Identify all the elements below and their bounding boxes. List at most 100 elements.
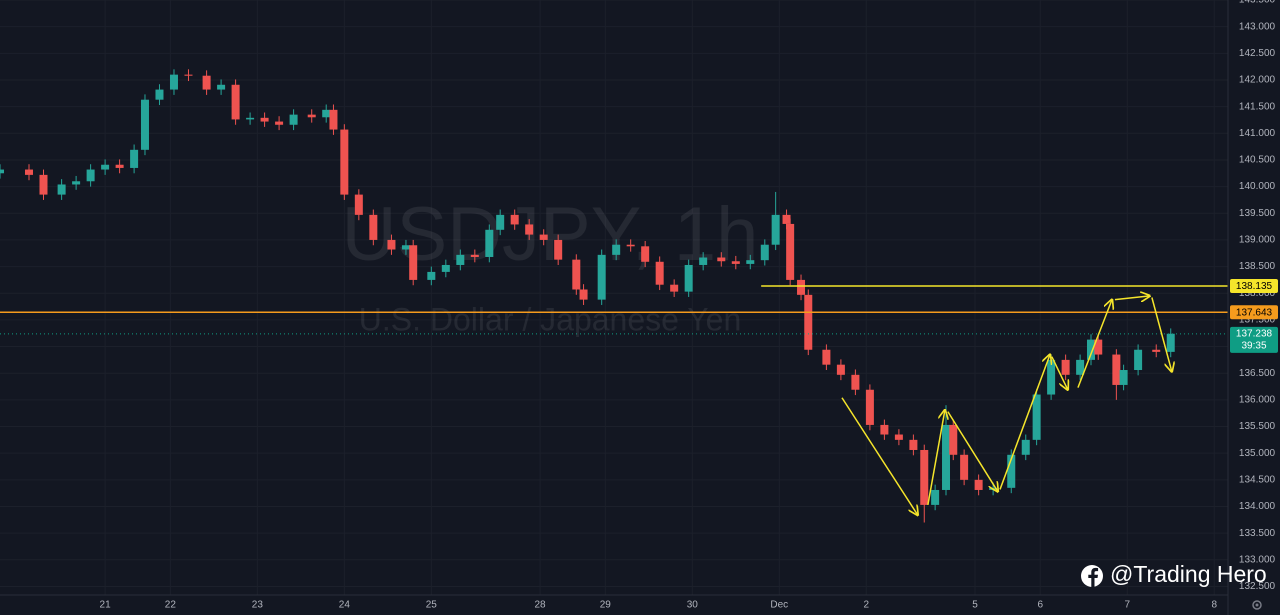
current-price-box <box>1230 326 1278 353</box>
candle-body <box>974 479 983 490</box>
candle-body <box>86 169 95 182</box>
candle-body <box>612 244 621 255</box>
drawing-arrow <box>1151 297 1172 372</box>
y-tick-label: 134.500 <box>1239 474 1276 485</box>
candle-body <box>510 214 519 225</box>
candle-body <box>39 174 48 195</box>
candle-body <box>949 424 958 455</box>
watermark-description: U.S. Dollar / Japanese Yen <box>359 301 741 337</box>
y-tick-label: 139.000 <box>1239 235 1276 246</box>
x-tick-label: 24 <box>339 600 351 611</box>
candle-body <box>0 169 4 174</box>
candle-body <box>1134 349 1143 371</box>
x-tick-label: 2 <box>863 600 869 611</box>
drawing-arrow <box>1114 296 1150 300</box>
candle-body <box>851 374 860 390</box>
candle-body <box>822 349 831 365</box>
candle-body <box>942 424 951 490</box>
drawing-arrow <box>927 410 945 506</box>
candle-body <box>307 114 316 118</box>
candle-body <box>322 109 331 118</box>
candle-body <box>260 117 269 122</box>
drawing-arrow <box>999 355 1050 490</box>
credit: @Trading Hero <box>1081 561 1267 587</box>
y-tick-label: 132.500 <box>1239 581 1276 592</box>
x-tick-label: 7 <box>1124 600 1130 611</box>
candle-body <box>746 260 755 264</box>
candle-body <box>427 271 436 280</box>
candle-body <box>354 194 363 215</box>
candle-body <box>1119 370 1128 385</box>
x-tick-label: 6 <box>1037 600 1043 611</box>
x-tick-label: 30 <box>687 600 699 611</box>
candle-body <box>470 254 479 257</box>
x-tick-label: 25 <box>426 600 438 611</box>
candle-body <box>496 214 505 230</box>
y-tick-label: 134.000 <box>1239 501 1276 512</box>
candle-body <box>894 434 903 440</box>
settings-icon[interactable] <box>1252 600 1262 610</box>
candle-body <box>140 99 149 150</box>
candle-body <box>931 489 940 505</box>
candle-body <box>572 259 581 290</box>
candle-body <box>684 264 693 292</box>
candle-body <box>409 245 418 280</box>
candle-body <box>804 294 813 350</box>
price-label: 137.643 <box>1236 307 1273 318</box>
candle-body <box>539 234 548 240</box>
candle-body <box>130 149 139 168</box>
candle-body <box>329 109 338 130</box>
candle-body <box>115 164 124 168</box>
facebook-glyph <box>1088 567 1099 587</box>
candle-body <box>760 244 769 261</box>
candle-body <box>1112 354 1121 385</box>
y-tick-label: 143.000 <box>1239 21 1276 32</box>
candle-body <box>1166 333 1175 352</box>
y-tick-label: 142.000 <box>1239 75 1276 86</box>
candle-body <box>1032 394 1041 440</box>
countdown-label: 39:35 <box>1241 341 1266 352</box>
candle-body <box>369 214 378 240</box>
candle-body <box>579 289 588 300</box>
candle-body <box>771 214 780 245</box>
candle-body <box>1007 454 1016 488</box>
candle-body <box>275 121 284 125</box>
current-price-label: 137.238 <box>1236 329 1273 340</box>
y-tick-label: 143.500 <box>1239 0 1276 6</box>
candle-body <box>554 239 563 260</box>
y-tick-label: 139.500 <box>1239 208 1276 219</box>
y-tick-label: 138.500 <box>1239 261 1276 272</box>
watermark-symbol: USDJPY, 1h <box>342 192 759 277</box>
candle-body <box>387 239 396 250</box>
candle-body <box>670 284 679 292</box>
x-tick-label: 8 <box>1211 600 1217 611</box>
y-tick-label: 141.000 <box>1239 128 1276 139</box>
candle-body <box>836 364 845 375</box>
y-tick-label: 136.500 <box>1239 368 1276 379</box>
y-tick-label: 138.000 <box>1239 288 1276 299</box>
candle-body <box>184 74 193 76</box>
candle-body <box>782 214 791 224</box>
candle-body <box>909 439 918 450</box>
y-tick-label: 140.000 <box>1239 181 1276 192</box>
x-tick-label: 21 <box>100 600 112 611</box>
y-tick-label: 135.000 <box>1239 448 1276 459</box>
price-label-box <box>1230 305 1278 320</box>
candle-body <box>340 129 349 195</box>
candle-body <box>1152 349 1161 352</box>
y-tick-label: 136.000 <box>1239 395 1276 406</box>
candle-body <box>1094 339 1103 355</box>
candle-body <box>289 114 298 125</box>
candle-body <box>731 261 740 264</box>
x-tick-label: 5 <box>972 600 978 611</box>
candle-body <box>597 254 606 300</box>
candle-body <box>880 424 889 435</box>
candle-body <box>1076 359 1085 375</box>
x-tick-label: 23 <box>252 600 264 611</box>
candle-body <box>169 74 178 90</box>
candle-body <box>155 89 164 100</box>
candle-body <box>655 261 664 285</box>
